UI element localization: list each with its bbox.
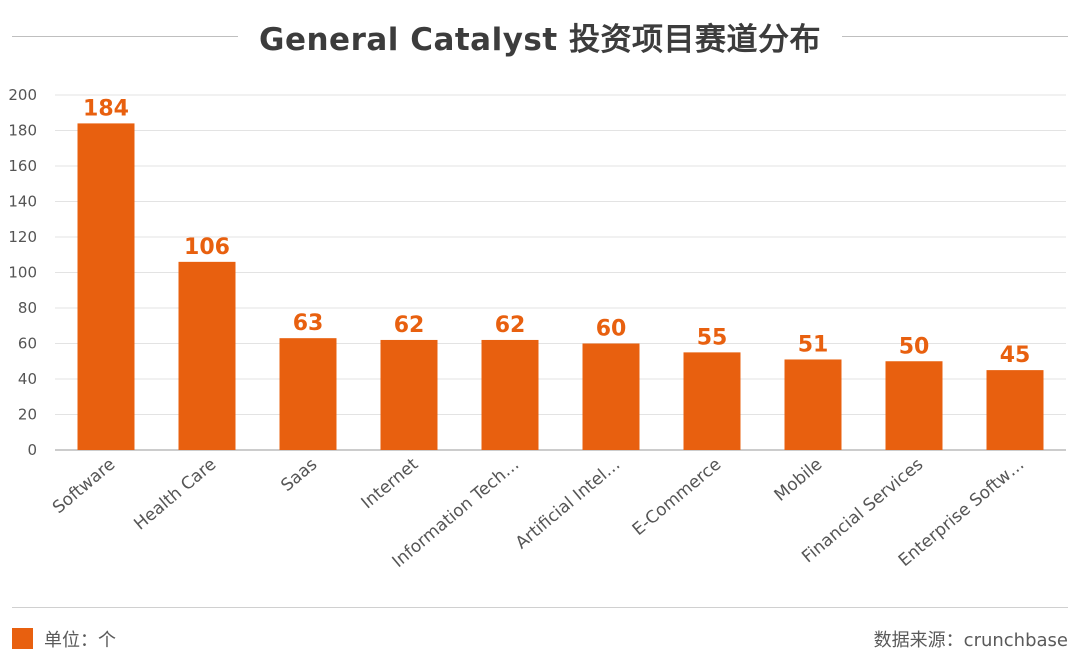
y-tick-label: 160 — [8, 157, 37, 175]
data-label: 51 — [798, 332, 829, 357]
x-tick-label: Saas — [277, 454, 321, 495]
chart-header: General Catalyst 投资项目赛道分布 — [0, 0, 1080, 74]
y-tick-label: 40 — [18, 370, 37, 388]
bar-chart: 0 20 40 60 80 100 120 140 160 180 200 184 Software 10… — [8, 86, 1066, 572]
y-tick-label: 200 — [8, 86, 37, 104]
bar — [77, 123, 135, 451]
data-label: 62 — [394, 313, 425, 338]
bar — [986, 370, 1044, 450]
y-tick-label: 140 — [8, 193, 37, 211]
data-label: 45 — [1000, 343, 1031, 368]
x-tick-label: Artificial Intel… — [512, 455, 624, 554]
data-label: 60 — [596, 317, 627, 342]
legend-swatch — [12, 628, 33, 649]
bar — [784, 359, 842, 450]
data-label: 50 — [899, 334, 930, 359]
data-label: 62 — [495, 313, 526, 338]
chart-title: General Catalyst 投资项目赛道分布 — [259, 22, 821, 58]
y-tick-label: 120 — [8, 228, 37, 246]
y-tick-label: 100 — [8, 264, 37, 282]
bar — [481, 339, 539, 450]
bar — [582, 343, 640, 450]
bar — [380, 339, 438, 450]
data-label: 106 — [184, 235, 230, 260]
x-tick-label: E-Commerce — [629, 455, 725, 540]
bar — [178, 261, 236, 450]
y-tick-label: 0 — [27, 441, 37, 459]
y-tick-label: 20 — [18, 406, 37, 424]
source-note: 数据来源：crunchbase — [873, 630, 1068, 651]
x-tick-label: Internet — [358, 454, 423, 513]
legend-label: 单位：个 — [44, 630, 116, 651]
x-tick-label: Health Care — [130, 455, 220, 535]
data-label: 55 — [697, 325, 728, 350]
footer-divider — [12, 607, 1068, 608]
bar — [279, 338, 337, 450]
y-tick-label: 60 — [18, 335, 37, 353]
title-divider-right — [842, 36, 1068, 37]
data-label: 184 — [83, 96, 129, 121]
y-tick-label: 80 — [18, 299, 37, 317]
bar — [683, 352, 741, 450]
title-divider-left — [12, 36, 238, 37]
bar — [885, 361, 943, 450]
data-label: 63 — [293, 311, 324, 336]
y-tick-label: 180 — [8, 122, 37, 140]
x-tick-label: Software — [49, 455, 119, 518]
x-tick-label: Mobile — [771, 455, 827, 506]
